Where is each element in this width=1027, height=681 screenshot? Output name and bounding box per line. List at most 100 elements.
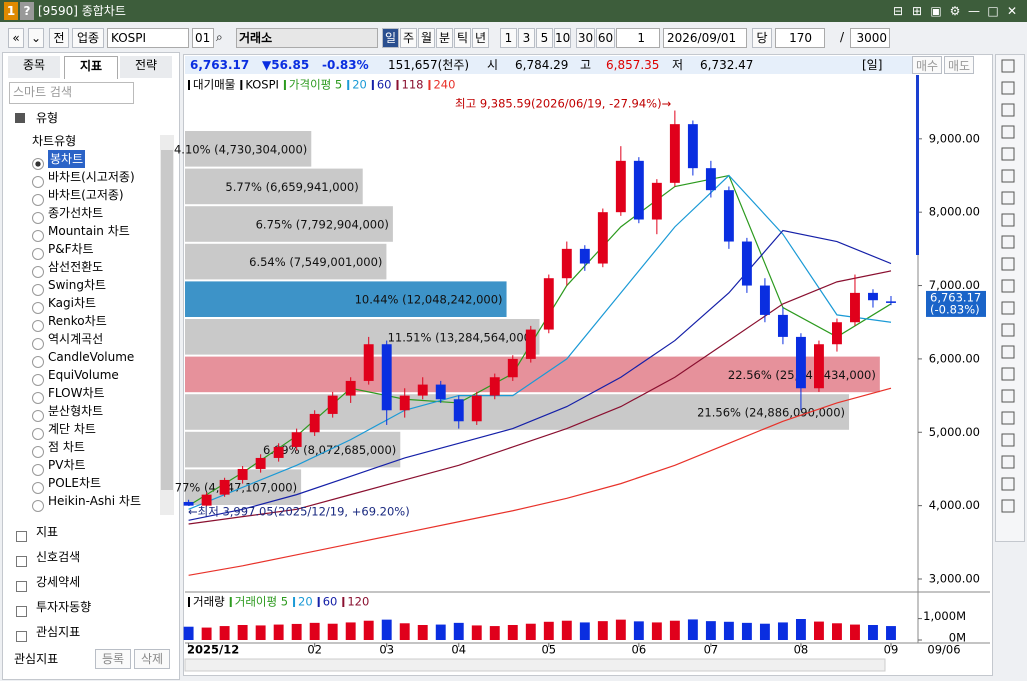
- period-button[interactable]: 년: [472, 28, 489, 48]
- date-field[interactable]: 2026/09/01: [663, 28, 747, 48]
- window-button[interactable]: □: [987, 4, 999, 18]
- tool-icon[interactable]: [1001, 213, 1015, 227]
- minute-button[interactable]: 5: [536, 28, 553, 48]
- window-button[interactable]: ⚙: [949, 4, 961, 18]
- chart-type-item[interactable]: Renko차트: [48, 314, 107, 328]
- period-button[interactable]: 일: [382, 28, 399, 48]
- tool-icon[interactable]: [1001, 433, 1015, 447]
- current-button[interactable]: 당: [752, 28, 772, 48]
- minute-button[interactable]: 60: [596, 28, 615, 48]
- tool-icon[interactable]: [1001, 279, 1015, 293]
- chart-type-item[interactable]: 봉차트: [48, 150, 86, 168]
- toolbar-button[interactable]: 업종: [72, 28, 104, 48]
- chart-type-item[interactable]: FLOW차트: [48, 386, 105, 400]
- group-item[interactable]: 신호검색: [36, 550, 81, 564]
- radio[interactable]: [32, 248, 44, 260]
- chart-type-item[interactable]: Kagi차트: [48, 296, 97, 310]
- minute-button[interactable]: 3: [518, 28, 535, 48]
- search-button[interactable]: ⌕: [216, 30, 223, 44]
- radio[interactable]: [32, 374, 44, 386]
- window-button[interactable]: ▣: [930, 4, 942, 18]
- chart-type-item[interactable]: 역시계곡선: [48, 332, 104, 346]
- radio[interactable]: [32, 302, 44, 314]
- minute-button[interactable]: 30: [576, 28, 595, 48]
- radio[interactable]: [32, 356, 44, 368]
- period-button[interactable]: 분: [436, 28, 453, 48]
- group-item[interactable]: 투자자동향: [36, 600, 92, 614]
- expand-icon[interactable]: [16, 556, 27, 567]
- period-button[interactable]: 틱: [454, 28, 471, 48]
- tool-icon[interactable]: [1001, 367, 1015, 381]
- tool-icon[interactable]: [1001, 301, 1015, 315]
- chart-type-item[interactable]: 분산형차트: [48, 404, 104, 418]
- expand-icon[interactable]: [16, 631, 27, 642]
- minute-button[interactable]: 10: [554, 28, 571, 48]
- tool-icon[interactable]: [1001, 235, 1015, 249]
- toolbar-button[interactable]: 전: [49, 28, 69, 48]
- chart-type-item[interactable]: 바차트(고저종): [48, 188, 124, 202]
- tool-icon[interactable]: [1001, 455, 1015, 469]
- radio[interactable]: [32, 428, 44, 440]
- radio[interactable]: [32, 176, 44, 188]
- tool-icon[interactable]: [1001, 103, 1015, 117]
- order-button[interactable]: 매도: [944, 56, 974, 74]
- tool-icon[interactable]: [1001, 191, 1015, 205]
- chart-type-item[interactable]: 계단 차트: [48, 422, 96, 436]
- radio[interactable]: [32, 230, 44, 242]
- radio[interactable]: [32, 212, 44, 224]
- radio[interactable]: [32, 338, 44, 350]
- tool-icon[interactable]: [1001, 59, 1015, 73]
- expand-icon[interactable]: [16, 581, 27, 592]
- window-button[interactable]: —: [968, 4, 980, 18]
- tool-icon[interactable]: [1001, 257, 1015, 271]
- radio[interactable]: [32, 158, 44, 170]
- group-item[interactable]: 지표: [36, 525, 59, 539]
- radio[interactable]: [32, 482, 44, 494]
- panel-tab[interactable]: 종목: [8, 56, 60, 78]
- tool-icon[interactable]: [1001, 477, 1015, 491]
- group-item[interactable]: 관심지표: [36, 625, 81, 639]
- radio[interactable]: [32, 446, 44, 458]
- nav-button[interactable]: «: [8, 28, 24, 48]
- expand-icon[interactable]: [16, 606, 27, 617]
- radio[interactable]: [32, 500, 44, 512]
- tool-icon[interactable]: [1001, 147, 1015, 161]
- expand-icon[interactable]: [16, 531, 27, 542]
- footer-button[interactable]: 등록: [95, 649, 131, 669]
- window-button[interactable]: ⊞: [911, 4, 923, 18]
- interval-field[interactable]: 1: [616, 28, 660, 48]
- tool-icon[interactable]: [1001, 169, 1015, 183]
- radio[interactable]: [32, 194, 44, 206]
- minute-button[interactable]: 1: [500, 28, 517, 48]
- chart-type-item[interactable]: 종가선차트: [48, 206, 104, 220]
- max-field[interactable]: 3000: [850, 28, 890, 48]
- tool-icon[interactable]: [1001, 389, 1015, 403]
- chart-type-item[interactable]: Mountain 차트: [48, 224, 130, 238]
- tool-icon[interactable]: [1001, 345, 1015, 359]
- tool-icon[interactable]: [1001, 81, 1015, 95]
- chart-type-item[interactable]: 바차트(시고저종): [48, 170, 135, 184]
- tool-icon[interactable]: [1001, 125, 1015, 139]
- chart-type-item[interactable]: 점 차트: [48, 440, 85, 454]
- panel-tab[interactable]: 전략: [120, 56, 172, 78]
- period-button[interactable]: 주: [400, 28, 417, 48]
- chart-type-item[interactable]: EquiVolume: [48, 368, 119, 382]
- chart-type-item[interactable]: 삼선전환도: [48, 260, 104, 274]
- smart-search[interactable]: 스마트 검색: [9, 82, 134, 104]
- period-button[interactable]: 월: [418, 28, 435, 48]
- nav-button[interactable]: ⌄: [28, 28, 44, 48]
- chart-type-item[interactable]: CandleVolume: [48, 350, 135, 364]
- tool-icon[interactable]: [1001, 411, 1015, 425]
- chart-type-item[interactable]: Heikin-Ashi 차트: [48, 494, 141, 508]
- count-field[interactable]: 170: [775, 28, 825, 48]
- radio[interactable]: [32, 392, 44, 404]
- chart-type-item[interactable]: Swing차트: [48, 278, 107, 292]
- index-combo[interactable]: KOSPI: [107, 28, 189, 48]
- chart-type-item[interactable]: P&F차트: [48, 242, 94, 256]
- chart-type-item[interactable]: PV차트: [48, 458, 86, 472]
- chart-type-item[interactable]: POLE차트: [48, 476, 102, 490]
- radio[interactable]: [32, 284, 44, 296]
- panel-tab[interactable]: 지표: [64, 56, 118, 79]
- order-button[interactable]: 매수: [912, 56, 942, 74]
- tool-icon[interactable]: [1001, 499, 1015, 513]
